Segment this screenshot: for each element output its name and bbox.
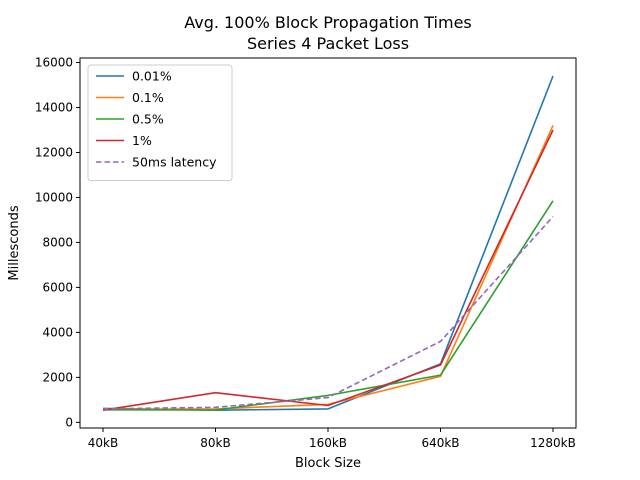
y-tick-label: 14000 xyxy=(35,100,73,114)
x-tick-label: 80kB xyxy=(200,436,230,450)
legend-label: 0.1% xyxy=(132,90,164,105)
x-axis-label: Block Size xyxy=(295,456,361,471)
x-tick-label: 1280kB xyxy=(530,436,576,450)
x-tick-label: 40kB xyxy=(88,436,118,450)
y-tick-label: 4000 xyxy=(42,325,73,339)
y-tick-label: 12000 xyxy=(35,145,73,159)
series-line-2 xyxy=(102,200,554,411)
x-tick-label: 640kB xyxy=(421,436,459,450)
y-tick-label: 0 xyxy=(65,415,73,429)
chart-subtitle: Series 4 Packet Loss xyxy=(247,34,409,53)
y-tick-label: 16000 xyxy=(35,55,73,69)
series-line-4 xyxy=(102,216,554,410)
legend-label: 0.01% xyxy=(132,69,172,84)
y-tick-label: 2000 xyxy=(42,370,73,384)
chart-title: Avg. 100% Block Propagation Times xyxy=(184,13,472,32)
y-tick-label: 8000 xyxy=(42,235,73,249)
series-line-3 xyxy=(102,129,554,411)
legend-label: 50ms latency xyxy=(132,155,217,170)
legend: 0.01% 0.1% 0.5% 1% 50ms latency xyxy=(87,64,233,181)
series-line-1 xyxy=(102,125,554,411)
legend-box xyxy=(87,64,233,181)
y-tick-label: 10000 xyxy=(35,190,73,204)
x-tick-label: 160kB xyxy=(309,436,347,450)
y-tick-label: 6000 xyxy=(42,280,73,294)
legend-label: 0.5% xyxy=(132,112,164,127)
legend-label: 1% xyxy=(132,133,152,148)
plot-frame xyxy=(79,57,577,429)
y-axis-label: Millesconds xyxy=(7,205,22,280)
series-lines xyxy=(102,75,554,412)
axis-ticks: 40kB 80kB 160kB 640kB 1280kB 0 2000 4000 6000 800… xyxy=(35,55,576,450)
